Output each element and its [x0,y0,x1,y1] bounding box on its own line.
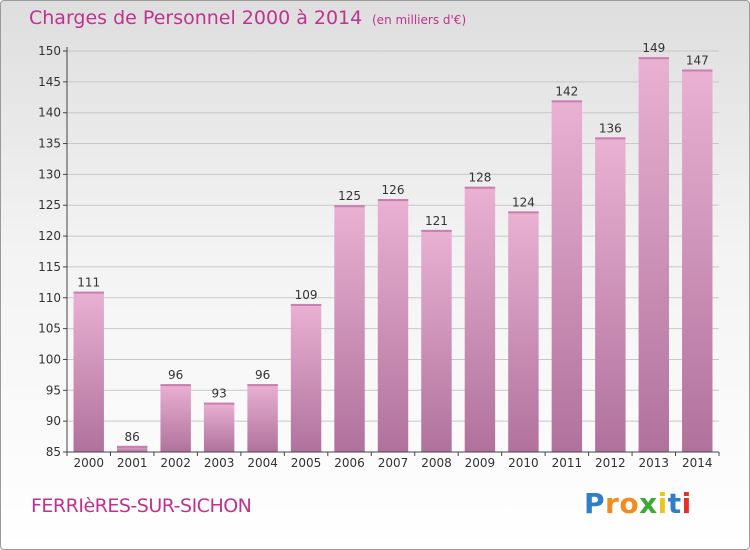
y-tick-label: 115 [38,260,61,274]
x-tick-label: 2004 [247,456,278,470]
value-label: 111 [77,276,100,290]
x-tick-label: 2002 [160,456,191,470]
logo-letter: x [639,487,658,520]
value-label: 126 [382,183,405,197]
value-label: 121 [425,214,448,228]
bar-cap [334,205,365,208]
value-label: 86 [125,430,140,444]
x-tick-label: 2006 [334,456,365,470]
bar [682,69,713,452]
bar [551,100,583,452]
bar-cap [682,69,713,72]
bar-cap [377,199,409,202]
x-tick-label: 2014 [682,456,713,470]
logo-letter: i [657,487,668,520]
bar-cap [203,402,235,405]
bar [116,445,148,452]
bar [203,402,235,452]
value-label: 93 [211,387,226,401]
y-tick-label: 135 [38,137,61,151]
value-label: 109 [295,288,318,302]
x-tick-label: 2009 [465,456,496,470]
bar [638,57,670,453]
bar-cap [116,445,148,448]
value-label: 128 [468,171,491,185]
bar-cap [638,57,670,60]
y-tick-label: 120 [38,229,61,243]
x-tick-label: 2008 [421,456,452,470]
value-label: 96 [255,368,270,382]
logo-letter: i [681,487,692,520]
bar [595,137,626,452]
x-tick-label: 2003 [204,456,235,470]
bar [508,211,539,452]
value-label: 124 [512,195,535,209]
axes: 85 90 95 100 105 110 115 120 125 130 135 140 145 150 2… [38,44,720,470]
x-tick-label: 2011 [552,456,583,470]
logo-letter: t [667,487,682,520]
value-label: 136 [599,121,622,135]
bar [464,186,496,452]
value-label: 125 [338,189,361,203]
y-tick-label: 95 [46,383,61,397]
bars: 111 86 96 93 96 109 125 126 121 128 124 142 136 149 14… [73,41,713,453]
bar-cap [421,229,452,232]
bar [73,291,104,452]
bar [290,303,322,452]
y-tick-label: 85 [46,445,61,459]
bar-cap [73,291,104,294]
y-tick-label: 105 [38,322,61,336]
y-tick-label: 125 [38,198,61,212]
y-tick-label: 140 [38,106,61,120]
logo-letter: r [605,487,620,520]
bar-cap [595,137,626,140]
commune-name: FERRIèRES-SUR-SICHON [31,495,252,517]
value-label: 96 [168,368,183,382]
bar-cap [290,303,322,306]
y-tick-label: 150 [38,44,61,58]
bar-cap [160,384,191,387]
x-tick-label: 2010 [508,456,539,470]
y-tick-label: 110 [38,291,61,305]
logo-letter: P [584,487,606,520]
bar [160,384,191,452]
y-tick-label: 145 [38,75,61,89]
x-tick-label: 2000 [73,456,104,470]
chart-title: Charges de Personnel 2000 à 2014 [29,7,363,29]
logo-letter: o [619,487,640,520]
chart-subtitle: (en milliers d'€) [372,13,467,27]
bar [334,205,365,452]
y-tick-label: 130 [38,167,61,181]
y-tick-label: 100 [38,352,61,366]
value-label: 149 [642,41,665,55]
bar [377,199,409,452]
x-tick-label: 2001 [117,456,148,470]
value-label: 142 [555,84,578,98]
x-tick-label: 2005 [291,456,322,470]
x-tick-label: 2012 [595,456,626,470]
proxiti-logo: Proxiti [584,487,692,520]
bar-cap [551,100,583,103]
bar-cap [464,186,496,189]
y-tick-label: 90 [46,414,61,428]
bar-cap [508,211,539,214]
bar [247,384,278,452]
x-tick-label: 2013 [639,456,670,470]
bar-cap [247,384,278,387]
value-label: 147 [686,54,709,68]
bar [421,229,452,452]
x-tick-label: 2007 [378,456,409,470]
